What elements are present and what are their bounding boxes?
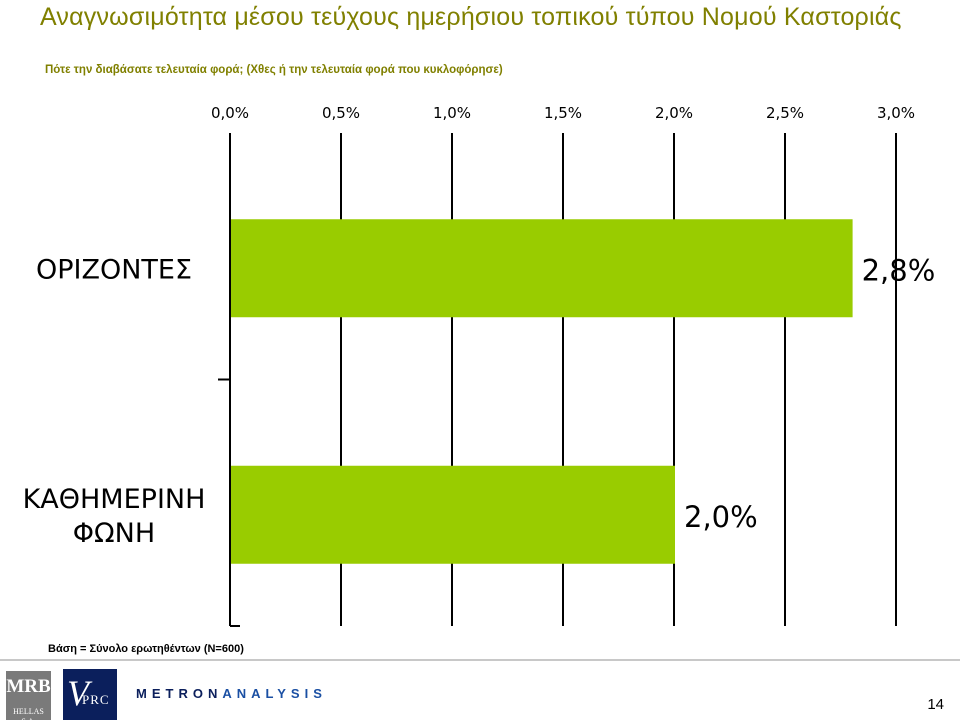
x-tick-label: 3,0% <box>877 104 915 122</box>
base-note: Βάση = Σύνολο ερωτηθέντων (N=600) <box>48 643 244 655</box>
mrb-logo: MRB HELLAS S.A. <box>6 671 51 726</box>
metron-analysis-logo: METRONANALYSIS <box>136 686 327 701</box>
bar <box>231 465 675 564</box>
x-tick-label: 0,5% <box>322 104 360 122</box>
footer-divider <box>0 659 960 661</box>
page-number: 14 <box>927 696 944 713</box>
x-tick-label: 1,5% <box>544 104 582 122</box>
page-title: Αναγνωσιμότητα μέσου τεύχους ημερήσιου τ… <box>40 3 902 31</box>
category-label: ΚΑΘΗΜΕΡΙΝΗ ΦΩΝΗ <box>23 484 206 549</box>
x-tick-label: 0,0% <box>211 104 249 122</box>
category-label: ΟΡΙΖΟΝΤΕΣ <box>36 254 192 285</box>
x-tick-label: 2,0% <box>655 104 693 122</box>
analysis-logo-text: ANALYSIS <box>222 686 327 701</box>
metron-logo-text: METRON <box>136 686 223 701</box>
bar-chart: 0,0% 0,5% 1,0% 1,5% 2,0% 2,5% 3,0% 2,8% ΟΡΙΖΟΝΤΕ… <box>23 104 936 627</box>
vprc-logo-v: V <box>67 673 89 713</box>
data-label: 2,0% <box>684 500 758 534</box>
vprc-logo-prc: PRC <box>82 692 110 707</box>
x-tick-label: 2,5% <box>766 104 804 122</box>
question-subtitle: Πότε την διαβάσατε τελευταία φορά; (Χθες… <box>45 64 503 76</box>
x-tick-label: 1,0% <box>433 104 471 122</box>
data-label: 2,8% <box>862 253 936 287</box>
vprc-logo: V PRC <box>63 669 117 720</box>
mrb-logo-text: MRB <box>6 676 51 697</box>
mrb-logo-subtext: HELLAS S.A. <box>13 707 44 726</box>
bar <box>231 219 853 318</box>
